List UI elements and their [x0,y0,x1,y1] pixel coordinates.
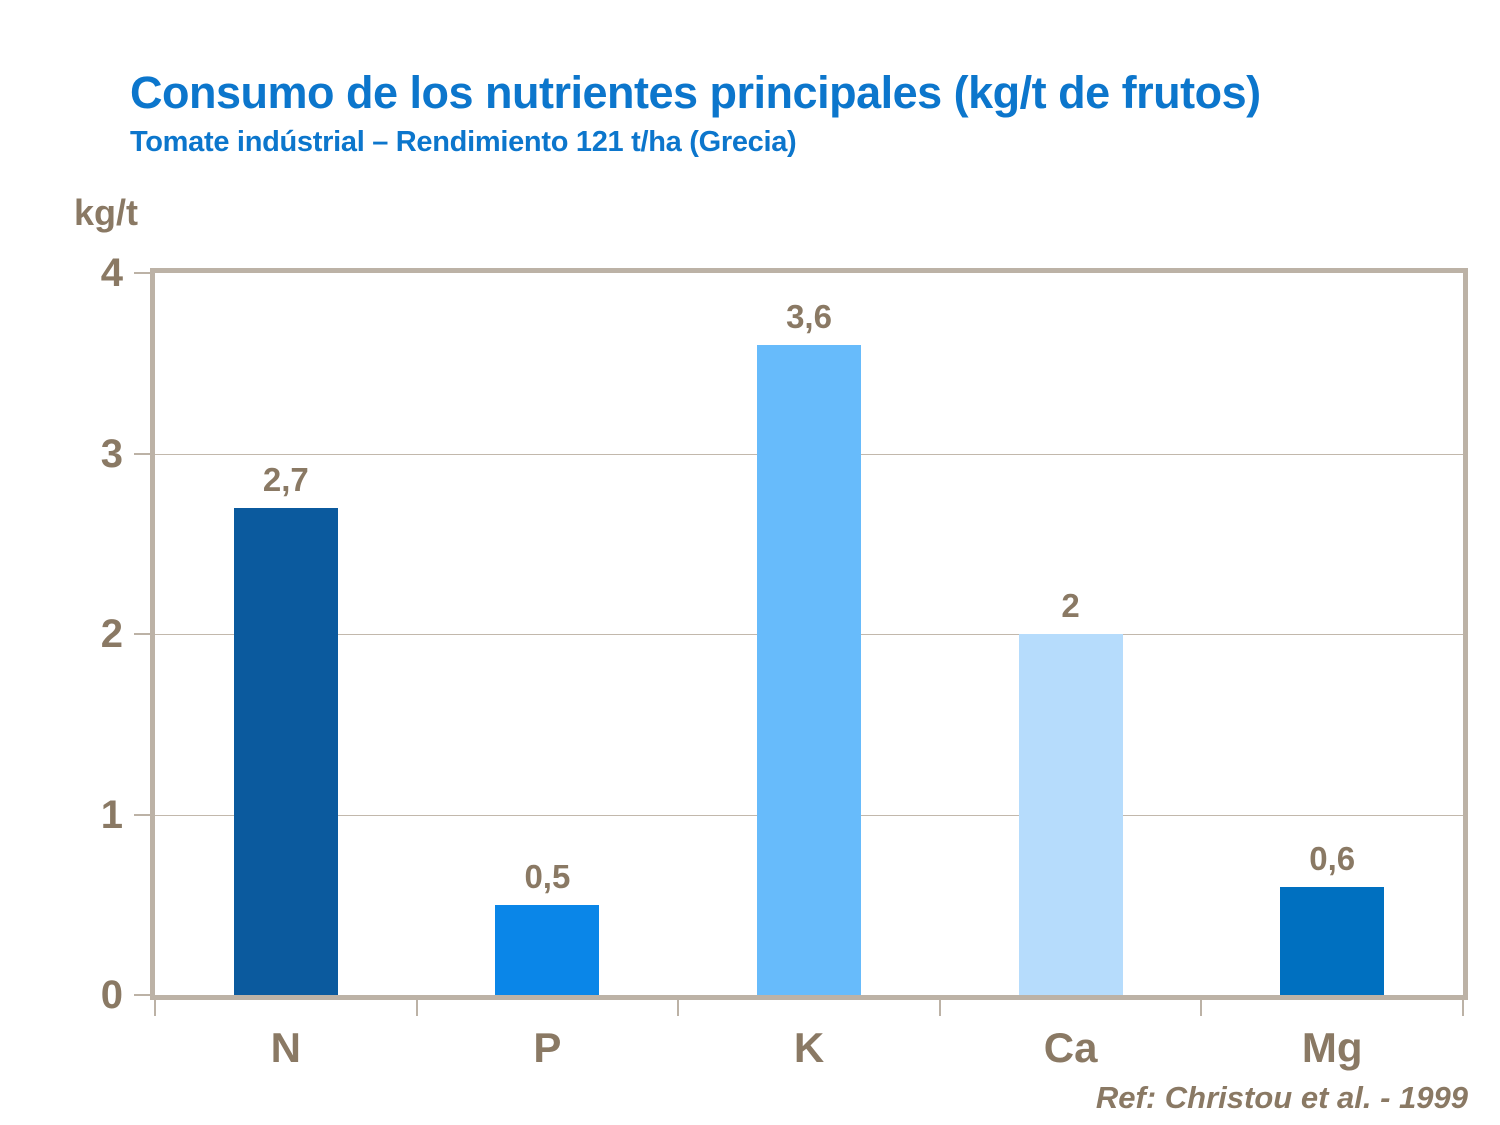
x-category-label-K: K [793,1024,825,1071]
x-axis-tick [154,1000,156,1016]
bar-value-label-Ca: 2 [1061,587,1080,624]
y-axis-tick [134,633,150,635]
bar-N [233,507,338,995]
plot-area: 0 1 2 3 4 2,7 N 0,5 P 3,6 K 2 Ca 0,6 Mg [101,253,1468,1069]
y-axis-tick [134,813,150,816]
y-axis-tick-label: 0 [100,973,123,1017]
x-axis-tick [415,1000,418,1016]
y-axis-tick [134,272,150,274]
bar-Mg [1280,886,1385,995]
y-axis-tick-label: 2 [100,612,123,656]
y-axis-tick [134,994,150,996]
x-axis-tick [1200,1000,1203,1016]
bar-Ca [1018,634,1123,995]
chart-title: Consumo de los nutrientes principales (k… [130,67,1261,118]
bar-value-label-P: 0,5 [524,857,571,895]
y-axis-unit-label: kg/t [74,192,139,233]
x-axis-tick [1462,1000,1464,1016]
y-axis-tick-label: 4 [100,251,123,295]
title-block: Consumo de los nutrientes principales (k… [130,68,1261,159]
y-axis-tick-label: 1 [100,792,123,837]
y-axis-tick-label: 3 [100,431,123,476]
bar-P [495,904,600,995]
bar-value-label-N: 2,7 [262,460,309,498]
x-category-label-Ca: Ca [1043,1024,1098,1071]
bar-value-label-K: 3,6 [786,298,832,336]
chart-subtitle: Tomate indústrial – Rendimiento 121 t/ha… [130,125,797,158]
reference-citation: Ref: Christou et al. - 1999 [1095,1080,1468,1115]
x-category-label-N: N [270,1024,301,1071]
x-axis-tick [677,1000,680,1016]
x-category-label-P: P [533,1024,562,1071]
bar-K [757,345,861,995]
x-category-label-Mg: Mg [1301,1024,1363,1071]
y-axis-tick [134,452,150,455]
x-axis-tick [938,1000,941,1016]
bar-value-label-Mg: 0,6 [1309,839,1356,877]
